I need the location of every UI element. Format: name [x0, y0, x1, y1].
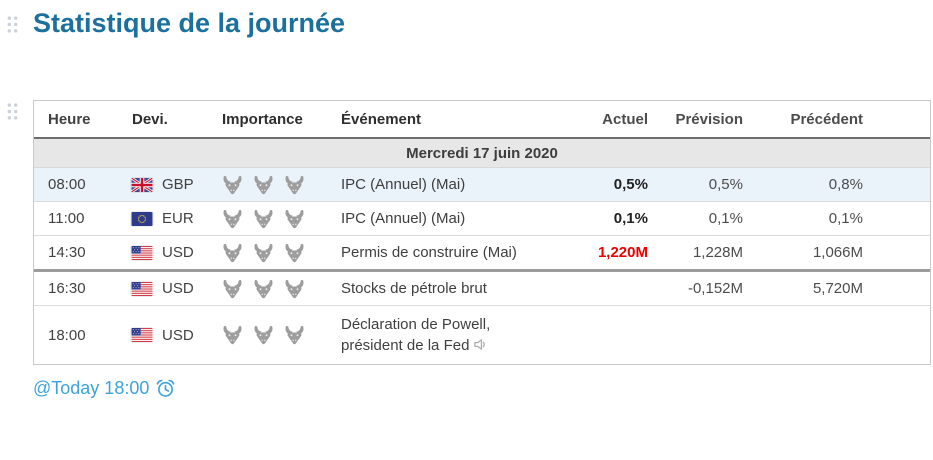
flag-usd-icon [131, 328, 153, 342]
economic-calendar-table: Heure Devi. Importance Événement Actuel … [33, 100, 931, 365]
bull-icon [254, 325, 273, 345]
col-header-actual: Actuel [602, 110, 648, 128]
col-header-importance: Importance [222, 110, 303, 128]
currency-label: GBP [162, 176, 194, 193]
previous-value: 1,066M [812, 244, 863, 261]
drag-handle-icon[interactable] [7, 16, 18, 38]
flag-usd-icon [131, 281, 153, 296]
previous-value: 5,720M [812, 280, 863, 297]
event-name[interactable]: Permis de construire (Mai) [341, 244, 517, 261]
actual-value: 0,1% [613, 210, 648, 227]
bull-icon [223, 279, 242, 298]
currency-label: USD [162, 280, 194, 297]
previous-value: 0,8% [828, 176, 863, 193]
bull-icon [285, 279, 304, 298]
forecast-value: 1,228M [692, 244, 743, 261]
flag-gbp-icon [131, 178, 153, 192]
forecast-value: 0,5% [708, 176, 743, 193]
next-event-reminder[interactable]: @Today 18:00 [33, 378, 176, 399]
col-header-time: Heure [48, 110, 91, 128]
table-row[interactable]: 14:30 USD Permis de construire (Mai) 1,2… [34, 236, 930, 272]
previous-value: 0,1% [828, 210, 863, 227]
date-header-label: Mercredi 17 juin 2020 [406, 144, 558, 162]
forecast-value [660, 333, 755, 337]
bull-icon [223, 325, 242, 345]
flag-usd-icon [131, 245, 153, 260]
speaker-icon[interactable] [473, 337, 488, 352]
importance-rating [209, 207, 328, 231]
importance-rating [209, 277, 328, 301]
table-header-row: Heure Devi. Importance Événement Actuel … [34, 101, 930, 139]
event-time: 08:00 [48, 176, 86, 193]
bull-icon [285, 325, 304, 345]
event-name[interactable]: IPC (Annuel) (Mai) [341, 176, 466, 193]
table-row[interactable]: 18:00 USD Déclaration de Powell, préside… [34, 306, 930, 364]
bull-icon [254, 175, 273, 194]
col-header-event: Événement [341, 110, 422, 128]
importance-rating [209, 173, 328, 197]
bull-icon [223, 209, 242, 228]
forecast-value: -0,152M [687, 280, 743, 297]
event-name[interactable]: IPC (Annuel) (Mai) [341, 210, 466, 227]
table-row[interactable]: 11:00 EUR IPC (Annuel) (Mai) 0,1% 0,1% 0… [34, 202, 930, 236]
bull-icon [254, 243, 273, 262]
currency-label: USD [162, 244, 194, 261]
reminder-label: @Today 18:00 [33, 378, 150, 398]
bull-icon [254, 209, 273, 228]
drag-handle-icon[interactable] [7, 103, 18, 125]
event-time: 11:00 [48, 210, 85, 227]
table-row[interactable]: 16:30 USD Stocks de pétrole brut -0,152M… [34, 272, 930, 306]
col-header-currency: Devi. [132, 110, 168, 128]
table-row[interactable]: 08:00 GBP IPC (Annuel) (Mai) 0,5% 0,5% 0… [34, 168, 930, 202]
event-time: 14:30 [48, 244, 86, 261]
actual-value: 1,220M [597, 244, 648, 261]
date-header-row: Mercredi 17 juin 2020 [34, 139, 930, 168]
event-name[interactable]: Stocks de pétrole brut [341, 280, 487, 297]
bull-icon [223, 175, 242, 194]
flag-eur-icon [131, 211, 153, 226]
bull-icon [285, 209, 304, 228]
event-name[interactable]: Déclaration de Powell, président de la F… [341, 316, 491, 354]
bull-icon [223, 243, 242, 262]
bull-icon [254, 279, 273, 298]
bull-icon [285, 243, 304, 262]
col-header-forecast: Prévision [675, 110, 743, 128]
event-time: 16:30 [48, 280, 86, 297]
actual-value [560, 287, 660, 291]
currency-label: USD [162, 326, 194, 344]
currency-label: EUR [162, 210, 194, 227]
actual-value [560, 333, 660, 337]
importance-rating [209, 241, 328, 265]
importance-rating [209, 323, 328, 347]
col-header-previous: Précédent [790, 110, 863, 128]
forecast-value: 0,1% [708, 210, 743, 227]
event-time: 18:00 [48, 326, 86, 344]
bull-icon [285, 175, 304, 194]
alarm-clock-icon[interactable] [155, 378, 176, 399]
actual-value: 0,5% [613, 176, 648, 193]
page-title: Statistique de la journée [33, 8, 346, 38]
previous-value [755, 333, 875, 337]
